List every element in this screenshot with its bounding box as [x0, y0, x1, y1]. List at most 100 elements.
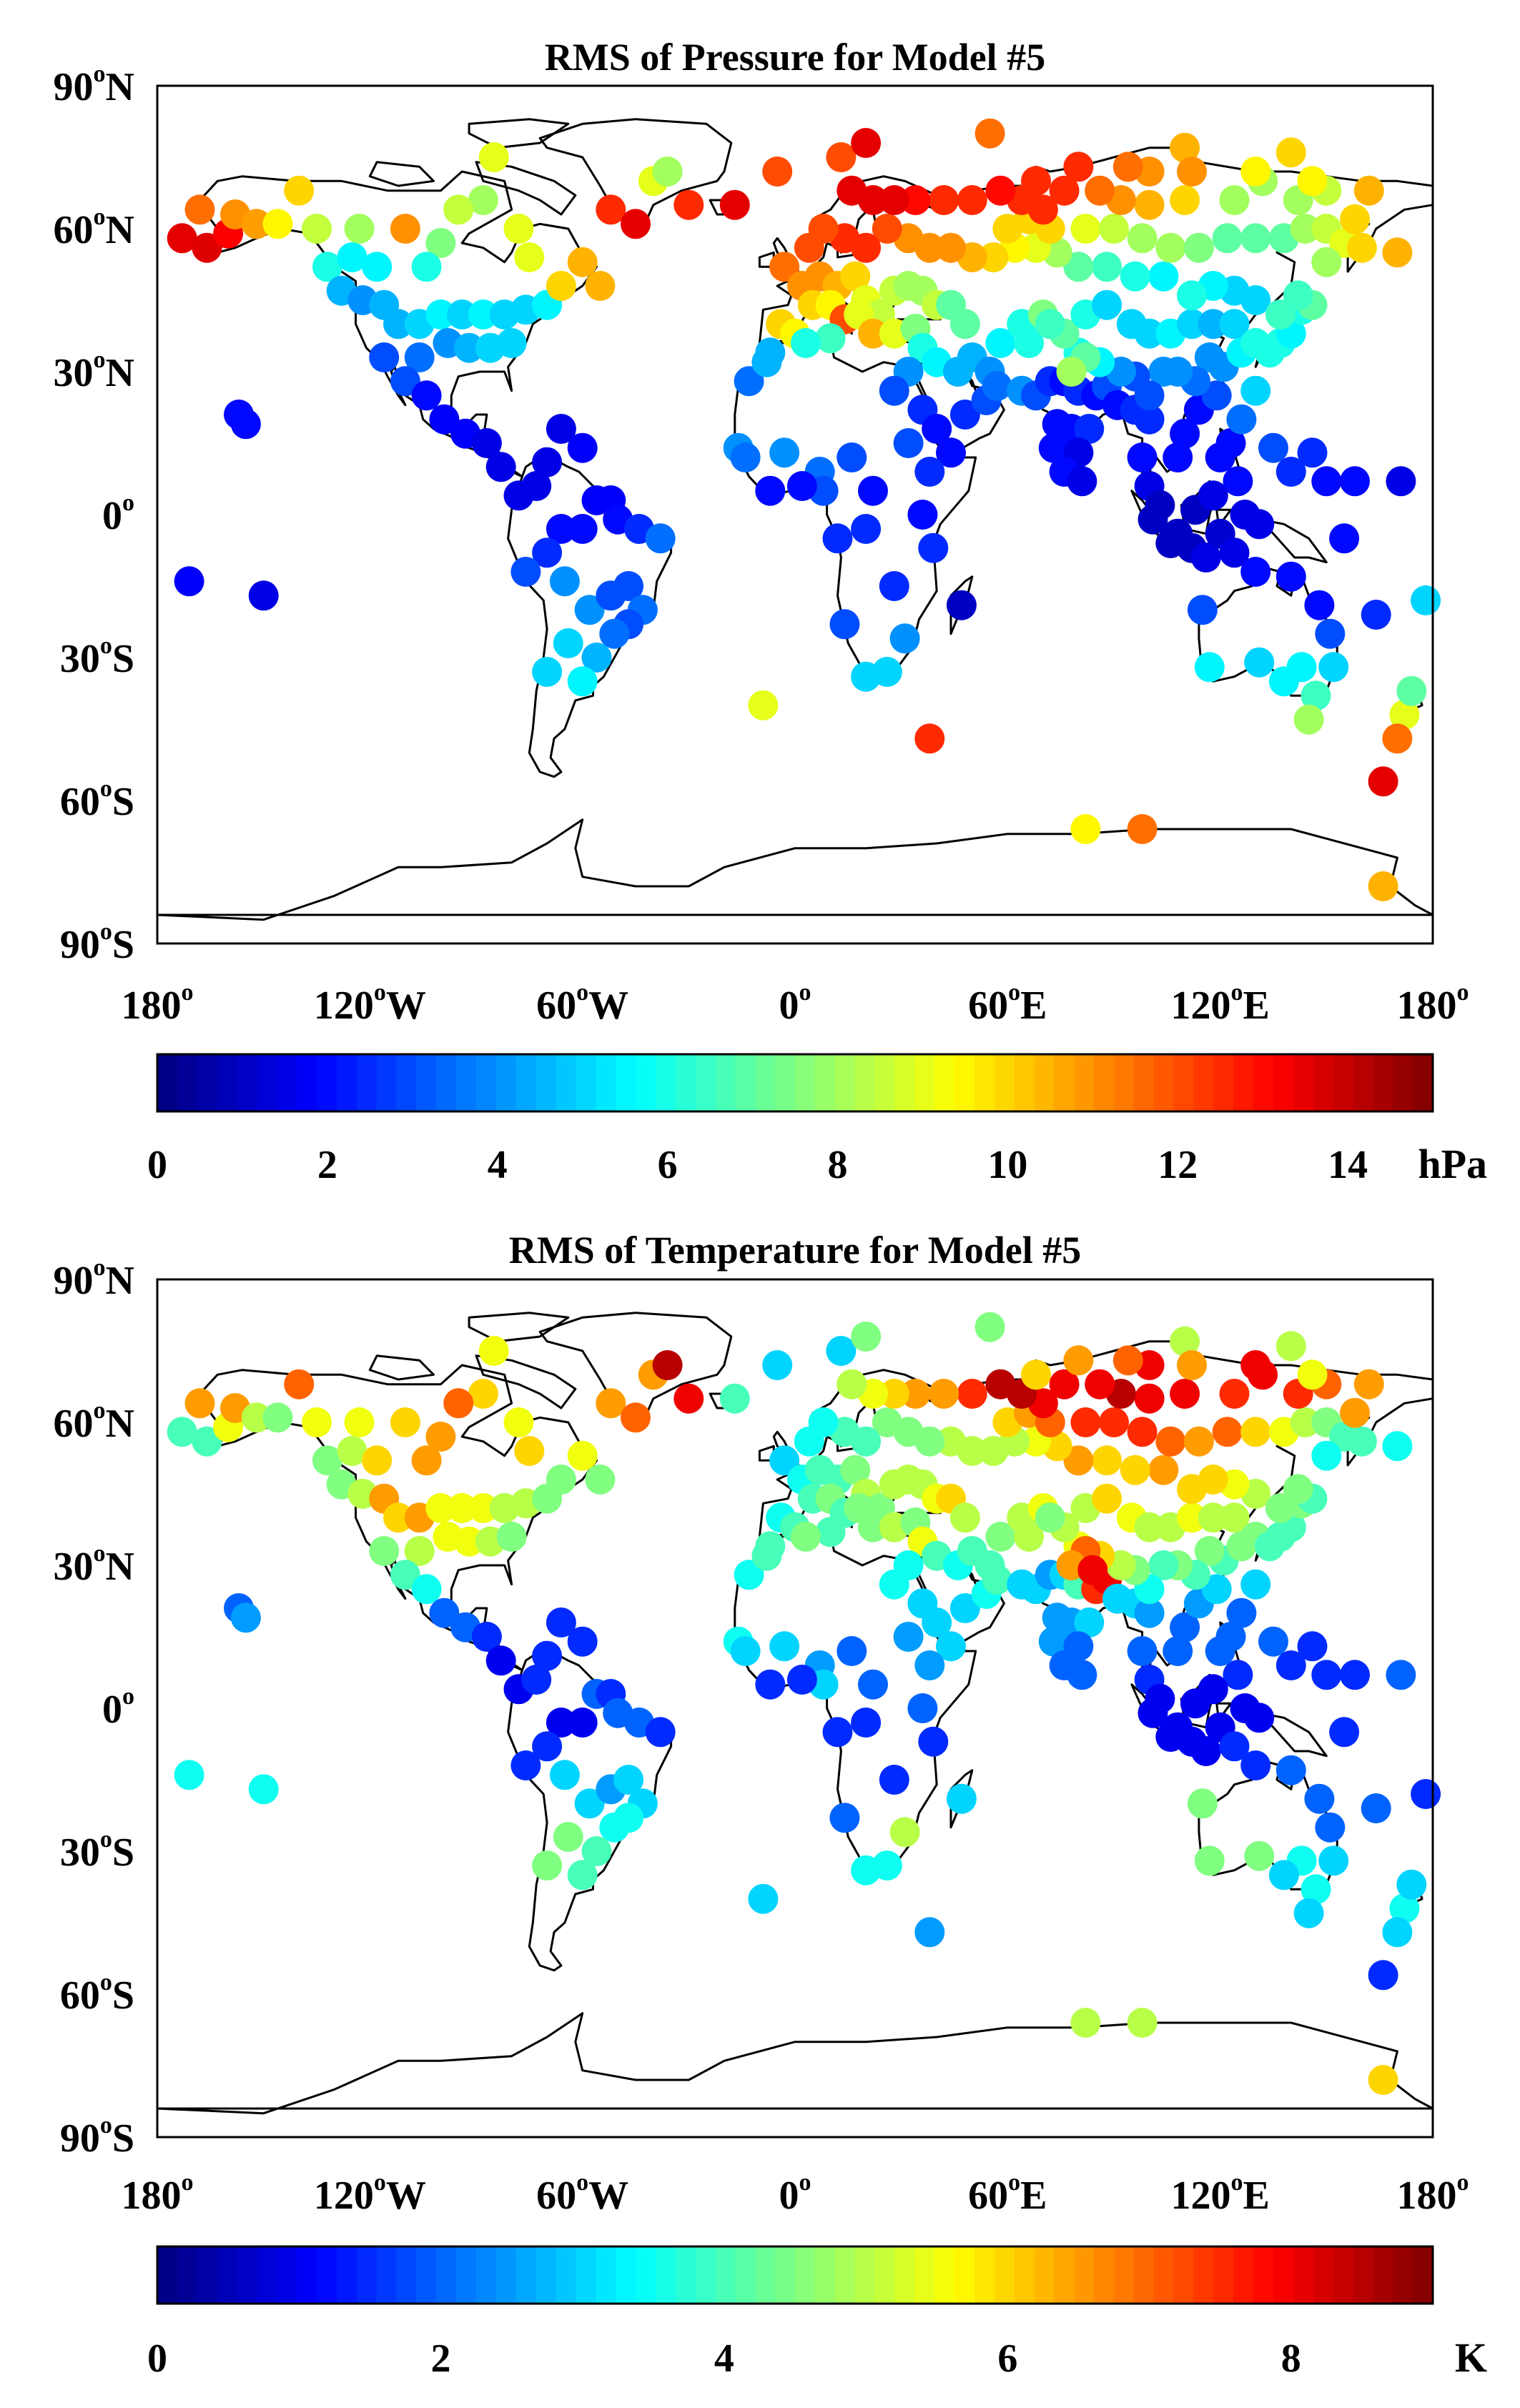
colorbar-segment [515, 2246, 537, 2304]
colorbar-segment [974, 1054, 995, 1111]
colorbar-segment [1034, 2246, 1055, 2304]
station-point [585, 1465, 616, 1495]
colorbar-segment [715, 1054, 736, 1111]
x-tick-label: 60oW [536, 979, 628, 1028]
station-point [748, 690, 779, 720]
station-point [1201, 380, 1232, 411]
colorbar-frame [156, 1053, 1434, 1113]
station-point [532, 537, 563, 568]
colorbar-segment [1293, 2246, 1314, 2304]
colorbar-segment [1054, 2246, 1075, 2304]
station-point [786, 1665, 817, 1695]
station-point [1368, 1960, 1398, 1991]
colorbar-segment [277, 1054, 297, 1111]
station-point [621, 209, 651, 239]
station-point [184, 1388, 215, 1419]
colorbar-segment [396, 1054, 418, 1111]
station-point [230, 1602, 261, 1633]
station-point [468, 299, 498, 330]
station-point [454, 1526, 485, 1557]
colorbar-segment [1213, 2246, 1235, 2304]
station-point [567, 432, 598, 463]
colorbar-segment [616, 2246, 636, 2304]
station-point [1177, 1502, 1207, 1533]
station-point [1127, 1636, 1158, 1666]
station-point [879, 1765, 909, 1795]
x-tick-label: 180o [122, 2169, 194, 2218]
station-point [1290, 1407, 1321, 1437]
station-point [546, 1708, 576, 1738]
x-tick-label: 180o [122, 979, 194, 1028]
station-point [1067, 466, 1097, 497]
station-point [719, 1383, 750, 1414]
colorbar-segment [1353, 2246, 1374, 2304]
map-panel-pressure: RMS of Pressure for Model #5 90oN 60oN 30oN… [54, 36, 1487, 1187]
x-tick-label: 120oE [1170, 2169, 1269, 2218]
colorbar-segment [237, 1054, 258, 1111]
colorbar-segment [1333, 2246, 1354, 2304]
station-point [1014, 328, 1045, 358]
station-point [1070, 214, 1101, 244]
station-point [1170, 1612, 1200, 1643]
station-point [851, 1322, 882, 1352]
x-tick-label: 0o [779, 979, 811, 1028]
colorbar-segment [1074, 1054, 1095, 1111]
station-point [893, 428, 924, 458]
coastline-5 [468, 118, 570, 149]
colorbar-segment [416, 2246, 438, 2304]
station-point [1187, 595, 1218, 625]
station-point [872, 657, 902, 687]
x-tick-label: 120oW [314, 2169, 426, 2218]
station-point [1177, 1350, 1207, 1380]
colorbar-segment [476, 2246, 497, 2304]
station-point [567, 1708, 598, 1738]
station-point [468, 185, 498, 215]
station-point [553, 628, 583, 658]
station-point [1219, 1502, 1250, 1533]
station-point [922, 414, 952, 444]
station-point [1219, 1379, 1250, 1409]
station-point [1226, 404, 1257, 435]
station-point [949, 400, 980, 430]
colorbar-segment [1133, 2246, 1155, 2304]
station-point [1275, 561, 1306, 592]
colorbar-segment [376, 1054, 398, 1111]
station-point [1148, 1550, 1179, 1580]
station-point [645, 523, 676, 554]
colorbar-segment [297, 2246, 317, 2304]
station-point [532, 657, 563, 687]
station-point [1361, 1793, 1391, 1823]
station-point [596, 1388, 626, 1419]
station-point [1070, 2008, 1101, 2038]
station-point [829, 1803, 860, 1833]
colorbar-segment [157, 1054, 178, 1111]
colorbar-segment [636, 1054, 656, 1111]
colorbar-segment [1114, 2246, 1135, 2304]
station-point [546, 1607, 576, 1637]
station-point [468, 1493, 498, 1523]
station-point [1170, 1379, 1200, 1409]
colorbar-segment [1313, 2246, 1334, 2304]
station-point [1148, 357, 1179, 387]
colorbar-segment [1094, 2246, 1115, 2304]
station-point [1340, 466, 1370, 497]
station-point [1297, 1631, 1328, 1662]
colorbar-segment [1173, 1054, 1195, 1111]
x-tick-label: 180o [1397, 2169, 1469, 2218]
colorbar-segment [1373, 2246, 1394, 2304]
y-tick-label: 30oS [60, 1826, 134, 1875]
station-point [985, 175, 1016, 206]
station-point [1346, 232, 1377, 263]
station-point [1074, 1607, 1105, 1637]
station-point [443, 1388, 474, 1419]
station-point [1258, 432, 1288, 463]
colorbar-segment [1054, 1054, 1075, 1111]
colorbar-tick-label: 12 [1158, 1143, 1198, 1187]
station-point [949, 1593, 980, 1623]
coastline-4 [368, 161, 435, 187]
station-point [503, 214, 534, 244]
station-point [1240, 223, 1271, 254]
colorbar-tick-label: 4 [488, 1143, 508, 1187]
station-point [425, 228, 456, 258]
station-point [369, 342, 400, 372]
